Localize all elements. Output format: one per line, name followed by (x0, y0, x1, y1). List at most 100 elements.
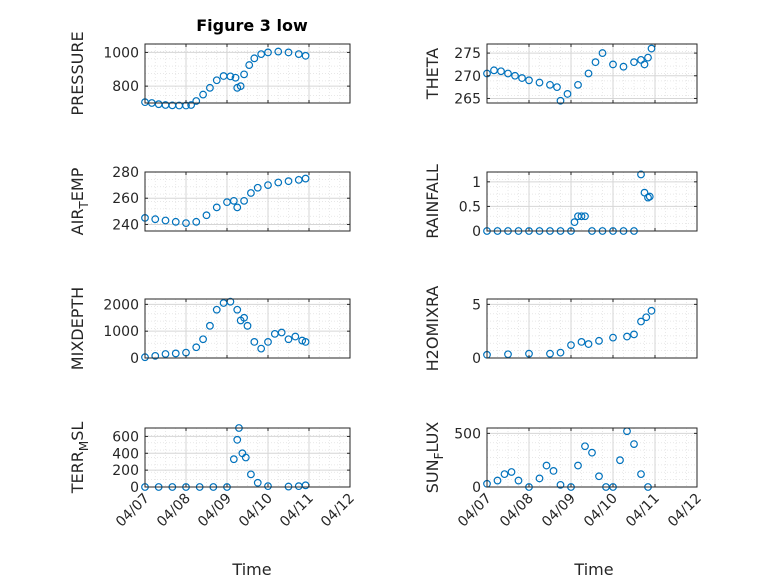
y-tick-label: 1 (472, 175, 481, 191)
data-point (301, 174, 310, 183)
data-point (637, 170, 645, 179)
y-axis-label: H2OMIXRA (423, 286, 442, 372)
data-point (212, 305, 221, 314)
data-point (264, 338, 272, 346)
data-point (240, 196, 248, 205)
axes-box (144, 171, 351, 232)
x-tick-label: 04/09 (195, 491, 235, 531)
subplot-5: 0 1000 2000 MIXDEPTH (68, 287, 351, 370)
data-point (535, 78, 544, 87)
data-point (598, 49, 607, 57)
data-point (264, 48, 272, 57)
data-point (301, 338, 310, 346)
data-point (518, 74, 526, 82)
y-tick-label: 0 (130, 480, 139, 496)
data-point (233, 435, 242, 444)
x-axis-label-right: Time (573, 560, 613, 579)
data-point (253, 183, 262, 192)
data-point (212, 76, 221, 85)
x-tick-label: 04/09 (539, 491, 579, 531)
data-point (253, 478, 262, 487)
data-point (226, 72, 235, 81)
data-point (182, 219, 190, 228)
data-point (277, 328, 286, 337)
data-point (250, 54, 259, 63)
data-point (525, 76, 533, 85)
data-point (240, 313, 248, 322)
x-tick-label: 04/10 (581, 491, 621, 531)
data-point (247, 470, 255, 479)
data-point (264, 181, 272, 190)
data-point (233, 203, 242, 212)
data-point (257, 344, 266, 353)
data-point (549, 467, 558, 475)
x-tick-label: 04/12 (318, 491, 358, 531)
data-point (301, 51, 310, 60)
data-point (609, 333, 617, 342)
y-tick-label: 270 (454, 69, 481, 85)
data-point (247, 189, 255, 197)
data-point (199, 335, 207, 344)
data-point (630, 58, 638, 67)
y-axis-label: MIXDEPTH (68, 287, 87, 370)
y-tick-label: 0 (472, 224, 481, 240)
data-point (574, 80, 582, 89)
data-point (637, 470, 645, 479)
y-tick-label: 400 (112, 446, 139, 462)
y-tick-label: 500 (454, 426, 481, 442)
data-point (294, 50, 303, 59)
data-point (212, 203, 221, 212)
data-point (584, 69, 593, 78)
y-tick-label: 1000 (103, 45, 139, 61)
figure-title: Figure 3 low (196, 16, 308, 35)
y-tick-label: 800 (112, 79, 139, 95)
data-point (647, 44, 656, 53)
y-tick-label: 275 (454, 46, 481, 62)
subplot-6: 0 5 H2OMIXRA (423, 286, 698, 372)
y-tick-label: 1000 (103, 324, 139, 340)
x-tick-label: 04/07 (455, 491, 495, 531)
data-point (298, 336, 307, 345)
data-point (556, 480, 565, 489)
y-axis-label: SUNFLUX (423, 422, 446, 494)
data-point (192, 217, 201, 226)
data-point (507, 468, 516, 476)
data-point (609, 60, 617, 69)
data-point (619, 62, 628, 71)
x-tick-label: 04/10 (236, 491, 276, 531)
data-point (497, 67, 505, 76)
x-tick-label: 04/08 (154, 491, 194, 531)
subplot-8: 0 500 04/07 04/08 04/09 04/10 04/11 04/12 SUNFLU… (423, 422, 705, 531)
y-tick-label: 280 (112, 165, 139, 181)
y-tick-label: 200 (112, 463, 139, 479)
x-tick-label: 04/07 (113, 491, 153, 531)
data-point (171, 217, 180, 226)
data-point (231, 73, 240, 82)
data-point (511, 71, 519, 80)
axes-box (486, 427, 698, 488)
y-axis-label: AIRTEMP (68, 167, 91, 235)
y-tick-label: 260 (112, 191, 139, 207)
data-point (161, 216, 170, 225)
data-point (504, 69, 512, 78)
data-point (574, 461, 582, 470)
data-point (535, 474, 544, 483)
axes-box (144, 298, 351, 359)
data-point (644, 53, 652, 62)
data-point (187, 101, 196, 109)
y-tick-label: 0 (472, 351, 481, 367)
y-tick-label: 0 (472, 480, 481, 496)
data-point (161, 350, 170, 358)
data-point (563, 90, 572, 98)
data-point (291, 332, 300, 341)
data-point (623, 332, 631, 341)
data-point (630, 440, 638, 448)
data-point (229, 455, 238, 464)
data-point (630, 330, 638, 339)
data-point (556, 96, 565, 105)
data-point (647, 306, 656, 315)
data-point (616, 456, 624, 465)
data-point (514, 476, 523, 485)
